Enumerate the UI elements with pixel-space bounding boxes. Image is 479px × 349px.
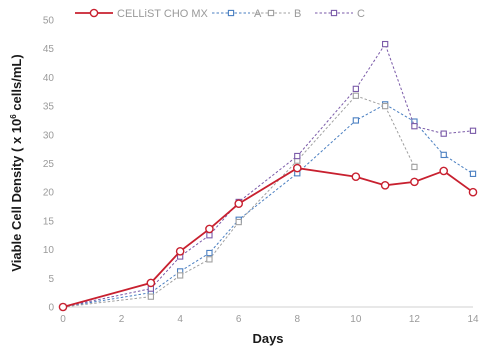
y-tick-label-35: 35: [43, 102, 55, 113]
series-1-point-3: [206, 249, 213, 257]
series-2-point-3: [206, 256, 213, 263]
y-tick-label-30: 30: [43, 130, 55, 141]
legend-item-1: A: [212, 8, 262, 20]
y-tick-label-15: 15: [43, 216, 55, 227]
legend-item-1-marker: [227, 9, 235, 17]
y-tick-label-40: 40: [43, 73, 55, 84]
x-tick-label-12: 12: [409, 314, 421, 325]
legend-item-2: B: [252, 8, 301, 20]
legend-item-1-label: A: [254, 8, 262, 20]
series-2-point-2: [176, 272, 184, 279]
series-2-point-6: [352, 92, 360, 99]
x-tick-label-2: 2: [119, 314, 125, 325]
series-1: [59, 101, 477, 311]
series-0-point-9: [439, 166, 449, 176]
legend-item-3-label: C: [357, 8, 365, 20]
series-2-point-7: [381, 102, 389, 110]
axes: 0 5 10 15 20 25 30 35 40 45 50 0 2 4 6 8 10 12 14: [43, 16, 479, 326]
x-axis-title: Days: [252, 331, 283, 346]
series-0-point-2: [175, 247, 185, 256]
series-0-point-0: [58, 302, 68, 312]
series-2-point-8: [411, 163, 418, 171]
series-1-point-10: [469, 170, 477, 177]
series-3-point-9: [440, 130, 447, 137]
series-0-point-10: [468, 187, 478, 197]
series-0-point-5: [292, 163, 302, 173]
legend-item-0: CELLiST CHO MX: [75, 8, 209, 20]
series-2-point-1: [147, 293, 155, 300]
legend-item-0-label: CELLiST CHO MX: [117, 8, 209, 20]
series-0-point-4: [234, 199, 244, 208]
y-axis-title: Viable Cell Density ( x 106 cells/mL): [9, 54, 24, 271]
series-1-point-9: [440, 151, 447, 159]
y-tick-label-20: 20: [43, 188, 55, 199]
series-layer: [58, 40, 478, 312]
series-0-point-6: [351, 172, 361, 182]
x-tick-label-4: 4: [177, 314, 183, 325]
series-0-point-7: [380, 181, 390, 190]
x-tick-label-6: 6: [236, 314, 242, 325]
legend-item-3-marker: [330, 9, 338, 17]
series-3-point-10: [469, 127, 477, 134]
y-tick-label-50: 50: [43, 16, 55, 27]
series-3-line: [62, 42, 474, 308]
legend-item-2-marker: [267, 9, 275, 17]
series-0-line: [62, 167, 474, 308]
x-tick-label-10: 10: [350, 314, 362, 325]
y-axis-title-unit: cells/mL): [9, 54, 24, 114]
legend-item-0-marker: [89, 8, 99, 18]
series-1-line: [62, 103, 474, 308]
legend-item-3: C: [315, 8, 365, 20]
series-3-point-5: [294, 152, 301, 160]
series-0-point-1: [146, 278, 156, 288]
series-2-line: [62, 95, 415, 308]
series-0: [58, 163, 478, 312]
series-0-point-3: [205, 224, 214, 234]
series-3-point-8: [411, 123, 418, 130]
y-tick-label-10: 10: [43, 245, 55, 256]
series-0-point-8: [410, 177, 419, 187]
y-axis-title-exponent: 6: [9, 114, 18, 119]
y-tick-label-45: 45: [43, 44, 55, 55]
x-tick-label-8: 8: [295, 314, 301, 325]
series-3: [59, 40, 477, 311]
series-1-point-6: [352, 117, 360, 124]
series-3-point-6: [352, 85, 360, 93]
y-tick-label-25: 25: [43, 159, 55, 170]
series-3-point-7: [381, 40, 389, 48]
series-3-point-3: [206, 232, 213, 239]
legend: CELLiST CHO MX A B C: [75, 8, 365, 20]
x-tick-label-14: 14: [467, 314, 479, 325]
x-tick-label-0: 0: [60, 314, 66, 325]
y-tick-label-0: 0: [48, 303, 54, 314]
y-axis-title-main: Viable Cell Density ( x 10: [9, 119, 24, 272]
legend-item-2-label: B: [294, 8, 301, 20]
series-2-point-4: [235, 218, 242, 226]
y-tick-label-5: 5: [48, 274, 54, 285]
